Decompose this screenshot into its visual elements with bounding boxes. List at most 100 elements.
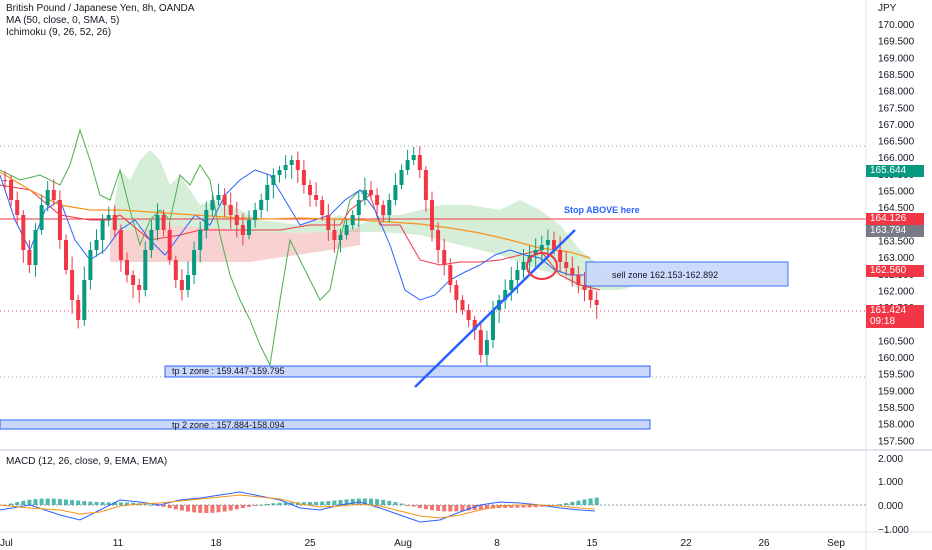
tp2-zone-label[interactable]: tp 2 zone : 157.884-158.094 <box>172 420 285 430</box>
macd-bar <box>509 505 514 508</box>
macd-bar <box>167 505 172 509</box>
candle-body <box>100 220 105 240</box>
macd-bar <box>308 502 312 505</box>
macd-bar <box>387 500 392 505</box>
price-tick-label: 164.500 <box>878 203 915 214</box>
candle-body <box>137 285 142 290</box>
candle-body <box>271 175 276 185</box>
macd-bar <box>362 498 367 505</box>
candle-body <box>161 215 166 230</box>
candle-body <box>558 250 563 262</box>
candle-body <box>216 195 221 200</box>
candle-body <box>173 260 178 280</box>
candle-body <box>118 230 123 260</box>
macd-bar <box>466 505 471 511</box>
macd-bar <box>33 499 38 505</box>
candle-body <box>576 275 581 285</box>
macd-bar <box>289 502 294 505</box>
date-tick-label: 18 <box>210 538 222 549</box>
macd-bar <box>216 505 221 513</box>
macd-bar <box>228 505 233 511</box>
candle-body <box>332 230 337 240</box>
breakout-circle[interactable] <box>526 252 558 280</box>
tp1-zone-label[interactable]: tp 1 zone : 159.447-159.795 <box>172 366 285 376</box>
candle-body <box>478 330 483 355</box>
macd-indicator-label[interactable]: MACD (12, 26, close, 9, EMA, EMA) <box>6 456 168 467</box>
candle-body <box>430 200 434 230</box>
date-tick-label: 26 <box>758 538 770 549</box>
macd-bar <box>533 505 538 508</box>
candle-body <box>393 185 398 200</box>
macd-bar <box>405 505 410 506</box>
price-tick-label: 158.000 <box>878 420 915 431</box>
macd-bar <box>460 505 465 512</box>
candle-body <box>570 268 575 275</box>
macd-bar <box>515 505 520 508</box>
symbol-title: British Pound / Japanese Yen, 8h, OANDA <box>6 3 195 14</box>
sell-zone-box[interactable] <box>585 261 789 287</box>
candle-body <box>436 230 441 250</box>
tp2-zone-box[interactable] <box>0 419 651 430</box>
candle-body <box>259 200 264 210</box>
candle-body <box>509 280 514 290</box>
macd-bar <box>210 505 215 513</box>
candles-group[interactable] <box>3 146 599 369</box>
candle-body <box>204 210 209 230</box>
macd-bar <box>381 499 386 505</box>
candle-body <box>3 180 7 181</box>
candle-body <box>234 215 239 225</box>
price-tick-label: 170.000 <box>878 20 915 31</box>
price-tick-label: 160.500 <box>878 336 915 347</box>
candle-body <box>399 170 404 185</box>
time-axis[interactable]: Jul 11 18 25 Aug 8 15 22 26 Sep <box>0 538 845 549</box>
macd-bar <box>558 504 563 506</box>
date-tick-label: 11 <box>113 538 124 549</box>
macd-bar <box>576 500 581 505</box>
sell-zone-label[interactable]: sell zone 162.153-162.892 <box>612 270 719 280</box>
stop-label[interactable]: Stop ABOVE here <box>564 205 640 215</box>
candle-body <box>149 230 154 250</box>
tp1-zone-box[interactable] <box>164 365 651 378</box>
candle-body <box>64 240 68 270</box>
candle-body <box>344 225 349 235</box>
candle-body <box>423 170 428 200</box>
candle-body <box>228 205 233 215</box>
date-tick-label: Aug <box>394 538 412 549</box>
ma-indicator-label[interactable]: MA (50, close, 0, SMA, 5) <box>6 15 120 26</box>
candle-body <box>381 205 386 215</box>
macd-bar <box>454 505 459 512</box>
candle-body <box>484 340 489 355</box>
ichimoku-indicator-label[interactable]: Ichimoku (9, 26, 52, 26) <box>6 27 112 38</box>
candle-body <box>411 155 416 160</box>
uptrend-line[interactable] <box>414 229 576 388</box>
candle-body <box>70 270 75 300</box>
macd-bar <box>149 504 154 506</box>
macd-bar <box>204 505 209 513</box>
macd-bar <box>393 502 398 505</box>
candle-body <box>106 215 111 220</box>
macd-bar <box>521 505 526 508</box>
candle-body <box>112 215 117 230</box>
candle-body <box>39 205 44 230</box>
candle-body <box>277 170 282 175</box>
candle-body <box>417 155 422 170</box>
candle-body <box>350 215 355 225</box>
macd-bar <box>125 502 129 505</box>
macd-tick-label: −1.000 <box>878 525 909 536</box>
candle-body <box>186 275 190 290</box>
price-tick-label: 159.000 <box>878 386 915 397</box>
candle-body <box>33 230 38 265</box>
macd-bar <box>442 505 447 512</box>
macd-axis[interactable]: 2.000 1.000 0.000 −1.000 <box>878 454 909 536</box>
price-tick-label: 165.000 <box>878 187 915 198</box>
price-tick-label: 167.000 <box>878 120 915 131</box>
candle-body <box>539 245 544 250</box>
ichimoku-lagging-line <box>0 128 371 367</box>
candle-body <box>210 200 215 210</box>
macd-bar <box>344 499 349 505</box>
date-tick-label: 8 <box>494 538 500 549</box>
candle-body <box>143 250 148 290</box>
price-tick-label: 158.500 <box>878 403 915 414</box>
macd-bar <box>472 505 477 510</box>
